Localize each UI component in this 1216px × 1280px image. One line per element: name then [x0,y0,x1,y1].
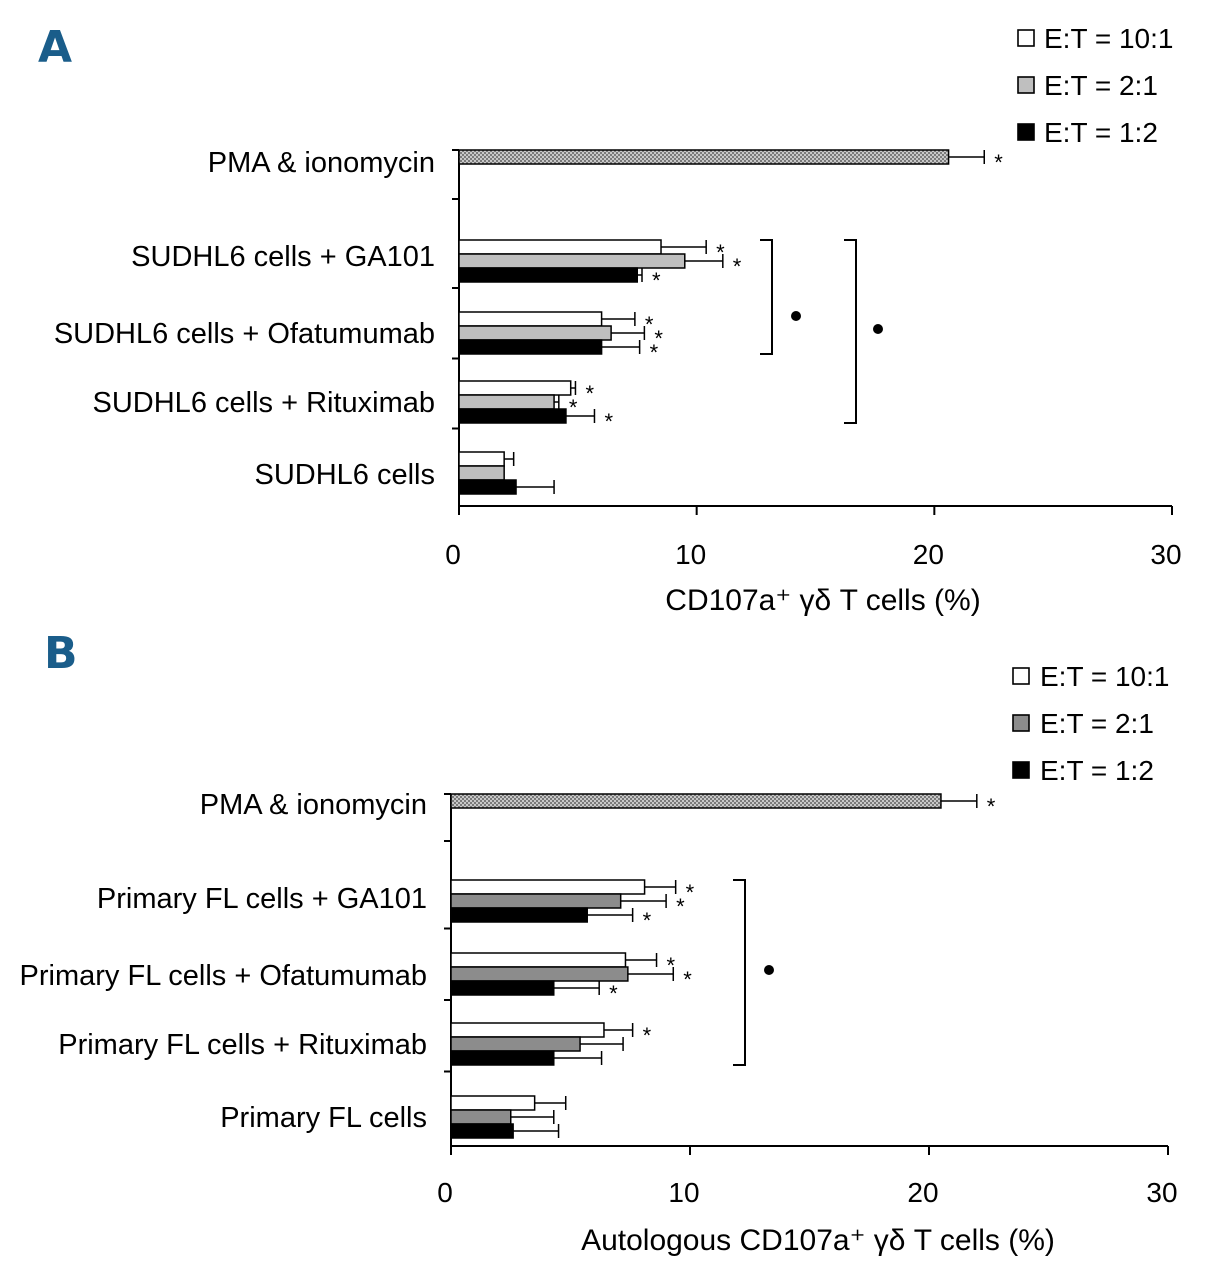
bar [450,980,555,996]
bar [450,952,627,968]
bar [458,465,505,481]
x-tick-label: 0 [437,1177,453,1208]
bar [450,1036,581,1052]
legend-label: E:T = 10:1 [1040,661,1169,692]
bar [450,1109,512,1125]
bar [458,451,505,467]
chart-panel-b: 0 10 20 30 Autologous CD107a⁺ γδ T cells (%)… [20,661,1178,1257]
legend-label: E:T = 2:1 [1044,70,1158,101]
x-axis-label: Autologous CD107a⁺ γδ T cells (%) [581,1224,1055,1257]
bar [450,1123,514,1139]
legend-label: E:T = 1:2 [1040,755,1154,786]
legend-label: E:T = 10:1 [1044,23,1173,54]
significance-bracket [844,239,857,424]
x-tick-label: 10 [668,1177,699,1208]
bracket-marker-dot [873,324,883,334]
significance-star: * [987,794,996,819]
x-tick-label: 10 [675,539,706,570]
significance-star: * [650,340,659,365]
x-tick-label: 30 [1146,1177,1177,1208]
x-tick-label: 20 [913,539,944,570]
category-label: SUDHL6 cells + GA101 [131,241,435,273]
significance-star: * [585,381,594,406]
bar [450,893,622,909]
chart-panel-a: 0 10 20 30 CD107a⁺ γδ T cells (%) E:T = 10:1 E… [54,23,1182,617]
category-label: SUDHL6 cells + Ofatumumab [54,318,435,350]
legend-label: E:T = 2:1 [1040,708,1154,739]
significance-bracket [760,239,773,355]
legend-swatch [1012,714,1030,732]
significance-star: * [686,880,695,905]
significance-star: * [683,967,692,992]
category-label: SUDHL6 cells + Rituximab [93,387,435,419]
significance-bracket [733,879,746,1066]
significance-star: * [643,1023,652,1048]
significance-star: * [569,395,578,420]
category-label: Primary FL cells + Ofatumumab [20,960,427,992]
bar [450,879,646,895]
legend-swatch [1017,29,1035,47]
bar [458,339,603,355]
bar [450,1095,536,1111]
legend-swatch [1017,76,1035,94]
bar [458,239,662,255]
category-label: Primary FL cells [220,1102,427,1134]
category-label: SUDHL6 cells [255,459,436,491]
significance-star: * [994,150,1003,175]
panel-a-label: A [38,22,72,73]
x-tick-label: 0 [445,539,461,570]
legend-swatch [1012,667,1030,685]
significance-star: * [645,312,654,337]
significance-star: * [654,326,663,351]
bar [450,793,942,809]
bar [458,311,603,327]
bracket-marker-dot [791,311,801,321]
significance-star: * [676,894,685,919]
bar [458,380,572,396]
legend-swatch [1012,761,1030,779]
bar [458,325,612,341]
significance-star: * [609,981,618,1006]
significance-star: * [716,240,725,265]
bracket-marker-dot [764,965,774,975]
significance-star: * [667,953,676,978]
bar [458,394,555,410]
bar [450,1022,605,1038]
significance-star: * [604,409,613,434]
x-tick-label: 30 [1150,539,1181,570]
significance-star: * [643,908,652,933]
bar [458,479,517,495]
bar [450,966,629,982]
category-label: Primary FL cells + Rituximab [58,1029,427,1061]
x-axis-label: CD107a⁺ γδ T cells (%) [665,584,980,617]
bar [458,253,686,269]
bar [450,1050,555,1066]
bar [450,907,588,923]
category-label: Primary FL cells + GA101 [97,883,427,915]
panel-b-label: B [44,628,78,679]
significance-star: * [652,268,661,293]
bar [458,408,567,424]
category-label: PMA & ionomycin [200,789,427,821]
significance-star: * [733,254,742,279]
category-label: PMA & ionomycin [208,147,435,179]
bar [458,267,638,283]
legend-label: E:T = 1:2 [1044,117,1158,148]
bar [458,149,950,165]
x-tick-label: 20 [907,1177,938,1208]
legend-swatch [1017,123,1035,141]
